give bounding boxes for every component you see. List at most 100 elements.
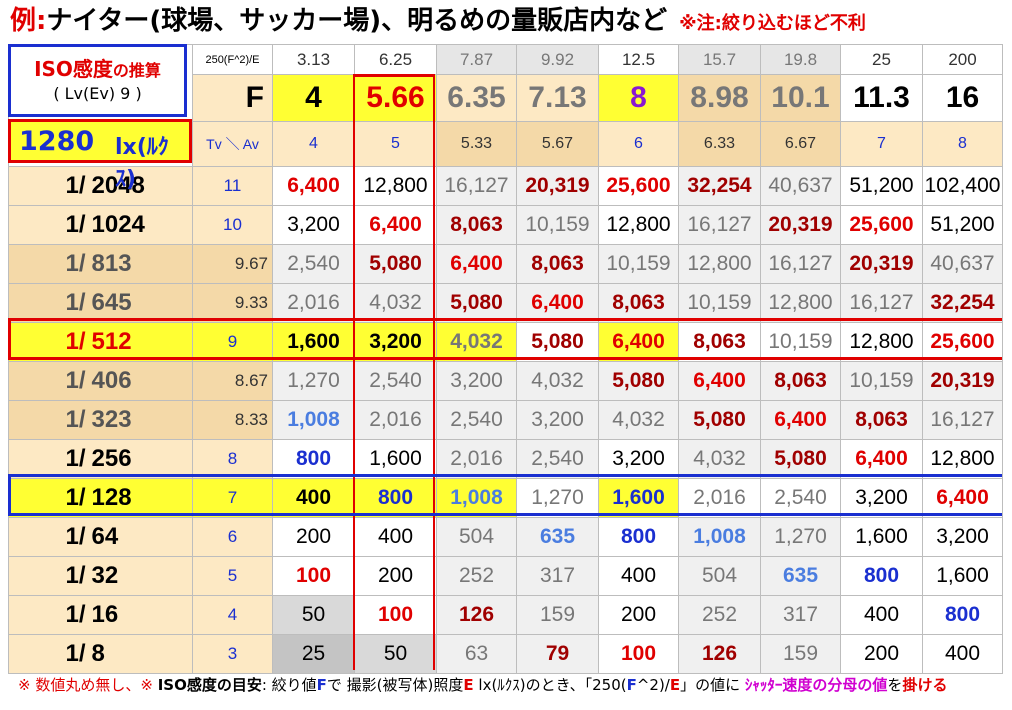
f-number-cell: 8 <box>598 74 679 122</box>
iso-value-cell: 1,008 <box>678 517 761 557</box>
shutter-prefix: 1/ <box>65 367 86 394</box>
iso-value-cell: 8,063 <box>760 361 841 401</box>
iso-value-cell: 1,600 <box>840 517 923 557</box>
shutter-speed-cell: 1/8 <box>8 634 193 674</box>
ev-cell: 3 <box>192 634 273 674</box>
shutter-prefix: 1/ <box>65 406 86 433</box>
ratio-cell: 25 <box>840 44 923 75</box>
footer-part: : 絞り値 <box>261 676 317 694</box>
ratio-cell: 12.5 <box>598 44 679 75</box>
iso-value-cell: 5,080 <box>678 400 761 440</box>
iso-value-cell: 800 <box>598 517 679 557</box>
ev-cell: 10 <box>192 205 273 245</box>
lux-value: 1280 <box>19 126 95 157</box>
shutter-prefix: 1/ <box>65 211 86 238</box>
iso-value-cell: 20,319 <box>840 244 923 284</box>
shutter-prefix: 1/ <box>65 289 86 316</box>
ratio-cell: 6.25 <box>354 44 437 75</box>
ev-cell: 7 <box>192 478 273 518</box>
footer-part: 掛ける <box>902 676 948 694</box>
iso-value-cell: 3,200 <box>354 322 437 362</box>
iso-value-cell: 25,600 <box>598 166 679 206</box>
iso-value-cell: 4,032 <box>436 322 517 362</box>
footer-part: lx(ﾙｸｽ)のとき、「250( <box>473 676 627 694</box>
iso-value-cell: 8,063 <box>678 322 761 362</box>
iso-value-cell: 12,800 <box>760 283 841 323</box>
iso-value-cell: 800 <box>354 478 437 518</box>
f-number-cell: 6.35 <box>436 74 517 122</box>
shutter-denominator: 256 <box>91 445 132 472</box>
iso-value-cell: 126 <box>678 634 761 674</box>
iso-value-cell: 504 <box>678 556 761 596</box>
iso-value-cell: 200 <box>840 634 923 674</box>
iso-value-cell: 635 <box>516 517 599 557</box>
shutter-denominator: 645 <box>91 289 132 316</box>
iso-value-cell: 102,400 <box>922 166 1003 206</box>
iso-value-cell: 1,008 <box>272 400 355 440</box>
iso-value-cell: 16,127 <box>678 205 761 245</box>
iso-value-cell: 1,600 <box>272 322 355 362</box>
iso-value-cell: 100 <box>272 556 355 596</box>
iso-value-cell: 800 <box>272 439 355 479</box>
title-main: ナイター(球場、サッカー場)、明るめの量販店内など <box>46 6 668 36</box>
ev-cell: 9 <box>192 322 273 362</box>
shutter-prefix: 1/ <box>65 562 86 589</box>
iso-value-cell: 1,270 <box>272 361 355 401</box>
shutter-speed-cell: 1/16 <box>8 595 193 635</box>
av-cell: 5 <box>354 121 437 167</box>
shutter-prefix: 1/ <box>65 484 86 511</box>
iso-value-cell: 317 <box>760 595 841 635</box>
lux-box: 1280 lx(ﾙｸｽ) <box>8 119 192 192</box>
iso-value-cell: 6,400 <box>840 439 923 479</box>
iso-value-cell: 5,080 <box>436 283 517 323</box>
footer-part: F <box>316 676 327 694</box>
iso-value-cell: 16,127 <box>840 283 923 323</box>
iso-value-cell: 3,200 <box>922 517 1003 557</box>
iso-value-cell: 8,063 <box>840 400 923 440</box>
ratio-cell: 3.13 <box>272 44 355 75</box>
shutter-speed-cell: 1/256 <box>8 439 193 479</box>
footer-part: ^2)/ <box>636 676 670 694</box>
footer-note: ※ 数値丸め無し、※ ISO感度の目安: 絞り値Fで 撮影(被写体)照度E lx… <box>18 674 947 695</box>
iso-value-cell: 12,800 <box>354 166 437 206</box>
shutter-speed-cell: 1/645 <box>8 283 193 323</box>
footer-part: ※ <box>140 676 158 694</box>
iso-value-cell: 1,600 <box>354 439 437 479</box>
iso-value-cell: 4,032 <box>598 400 679 440</box>
iso-value-cell: 10,159 <box>840 361 923 401</box>
iso-estimate-box: ISO感度の推算 ( Lv(Ev) 9 ) <box>8 44 187 117</box>
lux-unit: lx(ﾙｸｽ) <box>115 135 169 192</box>
shutter-prefix: 1/ <box>65 601 86 628</box>
iso-value-cell: 8,063 <box>598 283 679 323</box>
shutter-speed-cell: 1/1024 <box>8 205 193 245</box>
iso-value-cell: 4,032 <box>516 361 599 401</box>
shutter-denominator: 323 <box>91 406 132 433</box>
ratio-cell: 7.87 <box>436 44 517 75</box>
iso-value-cell: 10,159 <box>598 244 679 284</box>
iso-value-cell: 4,032 <box>678 439 761 479</box>
iso-value-cell: 2,540 <box>516 439 599 479</box>
title-prefix: 例: <box>10 6 47 36</box>
iso-value-cell: 63 <box>436 634 517 674</box>
table-row: 1/16 4 50 100 126 159 200 252 317 400 800 <box>8 595 1003 635</box>
shutter-denominator: 8 <box>91 640 105 667</box>
iso-value-cell: 2,540 <box>760 478 841 518</box>
table-row: 1/813 9.67 2,540 5,080 6,400 8,063 10,159 12,80… <box>8 244 1003 284</box>
shutter-denominator: 1024 <box>91 211 145 238</box>
iso-value-cell: 6,400 <box>436 244 517 284</box>
table-row: 1/32 5 100 200 252 317 400 504 635 800 1,600 <box>8 556 1003 596</box>
shutter-denominator: 32 <box>91 562 119 589</box>
iso-value-cell: 5,080 <box>354 244 437 284</box>
title-note: ※注:絞り込むほど不利 <box>679 13 866 34</box>
iso-value-cell: 40,637 <box>922 244 1003 284</box>
footer-part: F <box>626 676 637 694</box>
iso-value-cell: 4,032 <box>354 283 437 323</box>
iso-value-cell: 126 <box>436 595 517 635</box>
iso-value-cell: 400 <box>598 556 679 596</box>
f-number-cell: 5.66 <box>354 74 437 122</box>
shutter-denominator: 16 <box>91 601 119 628</box>
iso-value-cell: 2,540 <box>436 400 517 440</box>
ev-cell: 9.67 <box>192 244 273 284</box>
footer-part: ISO感度の目安 <box>157 676 262 694</box>
iso-value-cell: 20,319 <box>516 166 599 206</box>
